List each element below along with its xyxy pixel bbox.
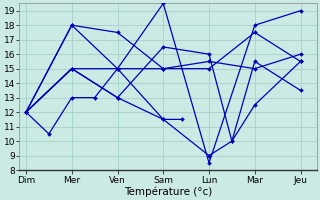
X-axis label: Température (°c): Température (°c) bbox=[124, 186, 212, 197]
